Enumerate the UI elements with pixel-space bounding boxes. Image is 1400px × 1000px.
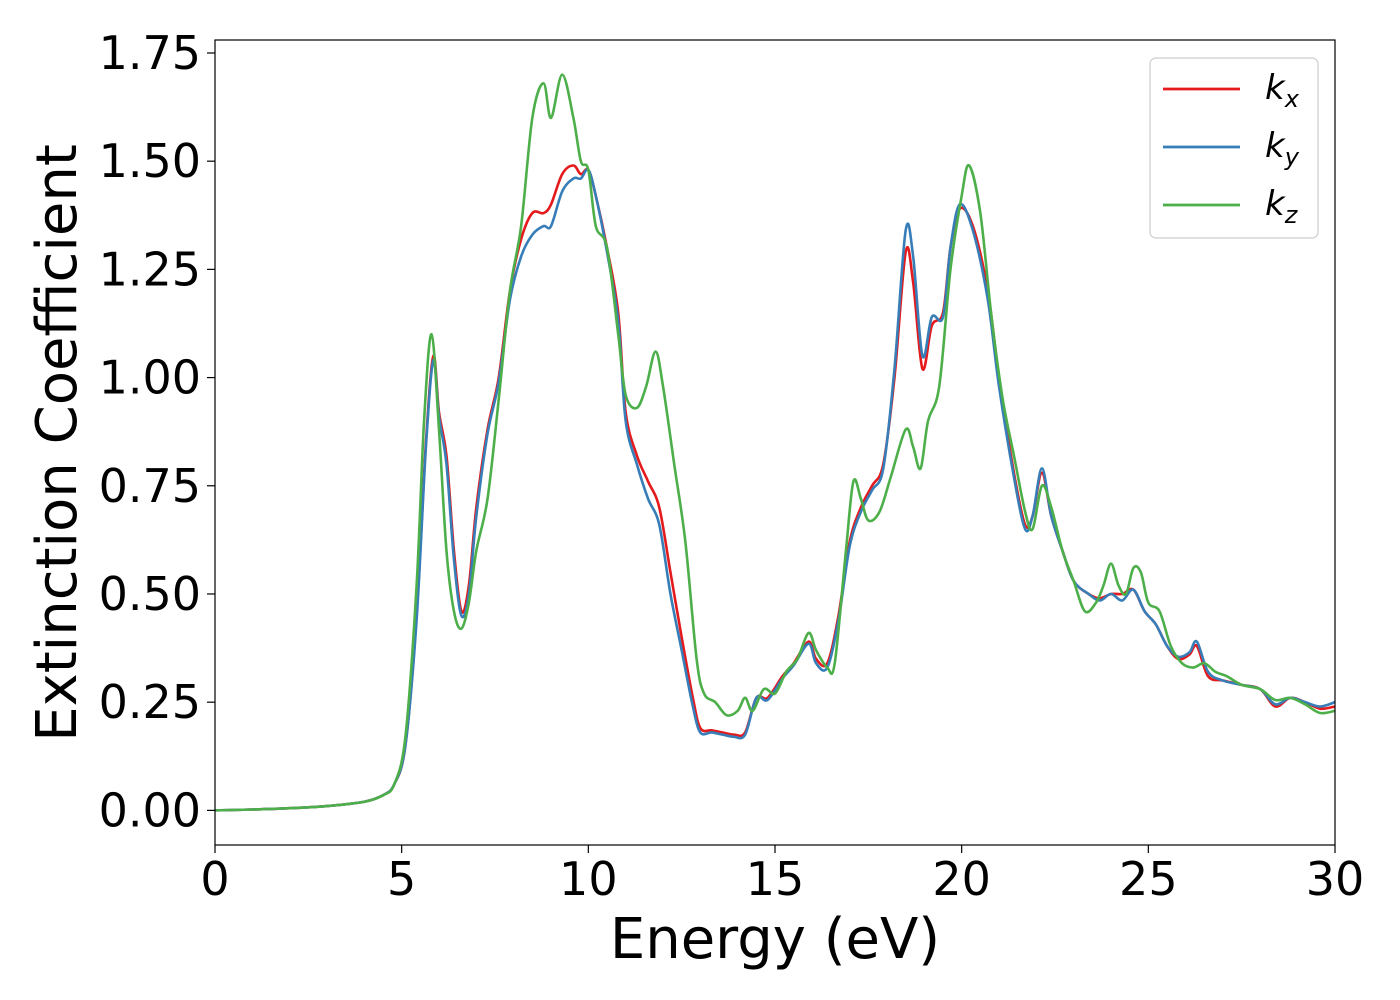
x-tick-label: 10: [559, 852, 618, 906]
series-lines: [215, 73, 1335, 812]
y-tick-label: 0.25: [99, 675, 201, 729]
y-tick-label: 1.25: [99, 242, 201, 296]
y-axis-ticks: 0.00 0.25 0.50 0.75 1.00 1.25 1.50 1.75: [99, 26, 215, 837]
x-tick-label: 0: [200, 852, 229, 906]
series-line-y: [215, 168, 1335, 812]
series-line-x: [215, 164, 1335, 812]
x-tick-label: 5: [387, 852, 416, 906]
x-tick-label: 15: [746, 852, 805, 906]
legend-label-z: kz: [1265, 184, 1299, 229]
x-tick-label: 25: [1119, 852, 1178, 906]
y-axis-title: Extinction Coefficient: [25, 144, 90, 742]
legend-label-x: kx: [1265, 68, 1300, 113]
y-tick-label: 1.50: [99, 134, 201, 188]
legend: kx ky kz: [1149, 57, 1319, 239]
x-axis-ticks: 0 5 10 15 20 25 30: [200, 845, 1364, 906]
x-tick-label: 30: [1306, 852, 1365, 906]
x-tick-label: 20: [932, 852, 991, 906]
series-line-z: [215, 73, 1335, 812]
y-tick-label: 0.00: [99, 783, 201, 837]
legend-label-y: ky: [1265, 126, 1300, 171]
y-tick-label: 0.75: [99, 459, 201, 513]
y-tick-label: 1.00: [99, 351, 201, 405]
y-tick-label: 0.50: [99, 567, 201, 621]
y-tick-label: 1.75: [99, 26, 201, 80]
x-axis-title: Energy (eV): [610, 907, 940, 972]
